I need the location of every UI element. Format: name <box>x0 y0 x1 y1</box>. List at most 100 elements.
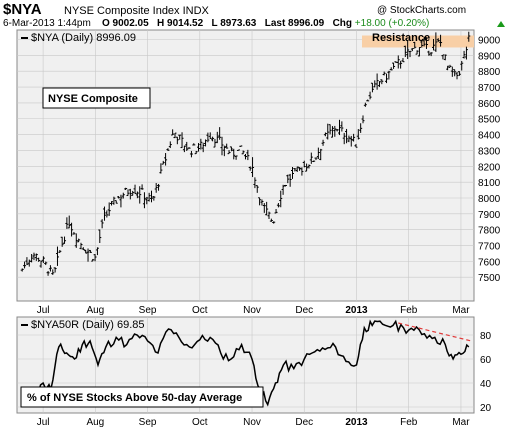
ohlc-bar <box>37 257 41 262</box>
price-label-box <box>42 87 151 109</box>
ohlc-bar <box>429 52 433 57</box>
ohlc-bar <box>246 149 250 161</box>
breadth-series-line <box>22 319 470 407</box>
x-tick-label: 2013 <box>345 305 368 316</box>
quote-date: 6-Mar-2013 1:44pm <box>3 18 91 29</box>
breadth-label-text: % of NYSE Stocks Above 50-day Average <box>27 392 242 404</box>
ohlc-bar <box>354 143 358 148</box>
ohlc-bar <box>154 183 158 193</box>
ohlc-bar <box>178 134 182 140</box>
ohlc-bar <box>453 69 457 77</box>
ohlc-bar <box>147 192 151 202</box>
ohlc-bar <box>408 50 412 58</box>
ohlc-bar <box>157 183 161 191</box>
ohlc-bar <box>173 132 177 139</box>
ohlc-bar <box>107 202 111 216</box>
ohlc-bar <box>307 164 311 169</box>
ohlc-bar <box>145 196 149 205</box>
ohlc-bar <box>399 60 403 69</box>
y-tick-label: 8800 <box>478 67 501 78</box>
ohlc-bar <box>187 147 191 149</box>
chart-name: NYSE Composite Index INDX <box>64 5 209 17</box>
y-tick-label: 20 <box>480 403 492 414</box>
y-tick-label: 8000 <box>478 194 501 205</box>
breadth-x-ticks: Jul Aug Sep Oct Nov Dec 2013 Feb Mar <box>37 417 471 428</box>
ohlc-bar <box>443 54 447 61</box>
ohlc-bar <box>79 242 83 250</box>
ohlc-bar <box>439 34 443 47</box>
ohlc-bar <box>234 155 238 160</box>
ohlc-bar <box>20 268 24 272</box>
ohlc-bar <box>55 246 59 266</box>
price-bars <box>20 31 471 276</box>
x-tick-label: Jul <box>37 417 50 428</box>
ohlc-bar <box>401 58 405 63</box>
ohlc-bar <box>293 168 297 172</box>
quote-last: Last 8996.09 <box>264 18 325 29</box>
quote-low: L 8973.63 <box>211 18 257 29</box>
ohlc-bar <box>298 167 302 171</box>
ohlc-bar <box>211 136 215 142</box>
ohlc-bar <box>260 199 264 206</box>
ohlc-bar <box>161 160 165 165</box>
y-tick-label: 80 <box>480 331 492 342</box>
ohlc-bar <box>218 127 222 140</box>
ohlc-bar <box>340 121 344 132</box>
ohlc-bar <box>77 238 81 243</box>
resistance-band <box>362 35 474 48</box>
ohlc-bar <box>316 147 320 160</box>
ohlc-bar <box>455 71 459 80</box>
y-tick-label: 60 <box>480 355 492 366</box>
ohlc-bar <box>464 46 468 60</box>
ohlc-bar <box>25 257 29 266</box>
y-tick-label: 7500 <box>478 273 501 284</box>
ohlc-bar <box>140 184 144 190</box>
ohlc-bar <box>164 153 168 166</box>
ohlc-bar <box>251 157 255 178</box>
ohlc-bar <box>361 115 365 124</box>
ohlc-bar <box>312 160 316 163</box>
ohlc-bar <box>222 145 226 157</box>
ohlc-bar <box>225 143 229 149</box>
quote-line: 6-Mar-2013 1:44pm O 9002.05 H 9014.52 L … <box>3 18 429 29</box>
ohlc-bar <box>102 206 106 221</box>
ohlc-bar <box>215 131 219 144</box>
ohlc-bar <box>44 261 48 266</box>
ohlc-bar <box>100 219 104 229</box>
ohlc-bar <box>255 185 259 193</box>
ohlc-bar <box>114 200 118 204</box>
ohlc-bar <box>403 45 407 57</box>
ohlc-bar <box>441 54 445 60</box>
ohlc-bar <box>72 231 76 235</box>
ohlc-bar <box>58 250 62 253</box>
ohlc-bar <box>356 129 360 140</box>
ohlc-bar <box>446 65 450 71</box>
ohlc-bar <box>168 141 172 149</box>
ohlc-bar <box>105 210 109 218</box>
ohlc-bar <box>149 190 153 203</box>
ohlc-bar <box>328 124 332 135</box>
price-legend: $NYA (Daily) 8996.09 <box>31 32 136 44</box>
breadth-trendline <box>398 322 472 342</box>
ohlc-bar <box>244 154 247 160</box>
ohlc-bar <box>39 260 43 268</box>
ohlc-bar <box>74 233 78 248</box>
ohlc-bar <box>288 173 292 187</box>
ohlc-bar <box>309 152 313 164</box>
ohlc-bar <box>265 201 269 216</box>
ohlc-bar <box>126 189 130 197</box>
ohlc-bar <box>229 146 233 152</box>
ohlc-bar <box>258 197 262 206</box>
ohlc-bar <box>119 194 123 208</box>
ohlc-bar <box>159 163 163 174</box>
ohlc-bar <box>166 148 170 151</box>
ohlc-bar <box>204 139 208 147</box>
breadth-legend: $NYA50R (Daily) 69.85 <box>31 319 145 331</box>
ohlc-bar <box>302 160 306 168</box>
x-tick-label: Mar <box>452 305 470 316</box>
ohlc-bar <box>239 145 243 147</box>
x-tick-label: Aug <box>86 417 104 428</box>
ohlc-bar <box>349 135 353 147</box>
x-tick-label: 2013 <box>345 417 368 428</box>
